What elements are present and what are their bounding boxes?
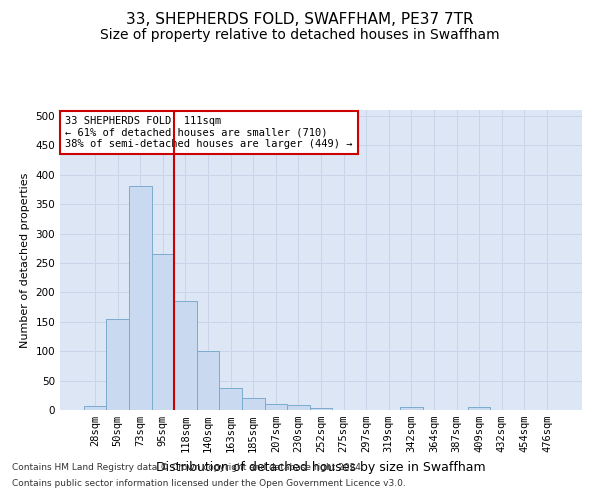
X-axis label: Distribution of detached houses by size in Swaffham: Distribution of detached houses by size …: [156, 460, 486, 473]
Text: 33, SHEPHERDS FOLD, SWAFFHAM, PE37 7TR: 33, SHEPHERDS FOLD, SWAFFHAM, PE37 7TR: [126, 12, 474, 28]
Text: 33 SHEPHERDS FOLD: 111sqm
← 61% of detached houses are smaller (710)
38% of semi: 33 SHEPHERDS FOLD: 111sqm ← 61% of detac…: [65, 116, 353, 149]
Bar: [174, 301, 197, 410]
Bar: [106, 319, 129, 410]
Bar: [468, 407, 490, 410]
Y-axis label: Number of detached properties: Number of detached properties: [20, 172, 30, 348]
Bar: [152, 254, 174, 410]
Bar: [287, 406, 310, 410]
Text: Contains public sector information licensed under the Open Government Licence v3: Contains public sector information licen…: [12, 478, 406, 488]
Bar: [220, 388, 242, 410]
Bar: [400, 407, 422, 410]
Bar: [242, 398, 265, 410]
Text: Size of property relative to detached houses in Swaffham: Size of property relative to detached ho…: [100, 28, 500, 42]
Bar: [310, 408, 332, 410]
Bar: [265, 404, 287, 410]
Bar: [84, 406, 106, 410]
Text: Contains HM Land Registry data © Crown copyright and database right 2024.: Contains HM Land Registry data © Crown c…: [12, 464, 364, 472]
Bar: [129, 186, 152, 410]
Bar: [197, 351, 220, 410]
